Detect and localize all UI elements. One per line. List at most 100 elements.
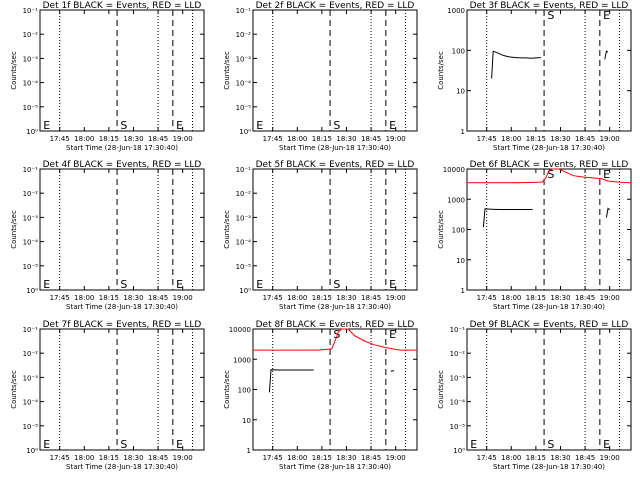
- y-tick-label: 10⁻⁴: [236, 239, 252, 247]
- y-tick-label: 1: [461, 128, 465, 136]
- x-tick-label: 18:45: [361, 294, 381, 302]
- x-tick-label: 18:00: [501, 294, 521, 302]
- y-axis-label: Counts/sec: [223, 370, 231, 409]
- x-axis-label: Start Time (28-Jun-18 17:30:40): [66, 303, 178, 311]
- x-tick-label: 19:00: [600, 135, 620, 143]
- y-tick-label: 10⁻⁴: [450, 399, 466, 407]
- event-marker-s: S: [120, 119, 127, 132]
- x-tick-label: 17:45: [263, 294, 283, 302]
- x-tick-label: 18:00: [501, 135, 521, 143]
- y-tick-label: 10⁻³: [23, 374, 39, 382]
- x-tick-label: 17:45: [477, 135, 497, 143]
- x-tick-label: 18:15: [99, 135, 119, 143]
- plot-frame: [252, 168, 418, 291]
- panel-title: Det 2f BLACK = Events, RED = LLD: [256, 1, 415, 11]
- y-tick-label: 1: [461, 287, 465, 295]
- x-tick-label: 17:45: [50, 135, 70, 143]
- x-tick-label: 18:30: [336, 454, 356, 462]
- x-tick-label: 18:15: [99, 294, 119, 302]
- y-tick-label: 1000: [447, 196, 465, 204]
- x-tick-label: 18:00: [287, 294, 307, 302]
- y-tick-label: 10⁻⁵: [236, 263, 252, 271]
- x-tick-label: 18:15: [526, 454, 546, 462]
- y-tick-label: 10⁻²: [23, 350, 39, 358]
- y-tick-label: 10⁰: [239, 128, 251, 136]
- series-line-2: [604, 50, 609, 60]
- event-marker-e: E: [603, 9, 610, 22]
- y-axis-label: Counts/sec: [437, 370, 445, 409]
- panel-det-7: Det 7f BLACK = Events, RED = LLD Counts/s…: [10, 320, 205, 471]
- x-tick-label: 17:45: [263, 454, 283, 462]
- panel-det-6: Det 6f BLACK = Events, RED = LLD Counts/s…: [437, 160, 632, 311]
- x-tick-label: 19:00: [173, 135, 193, 143]
- panel-det-8: Det 8f BLACK = Events, RED = LLD Counts/s…: [223, 320, 418, 471]
- x-tick-label: 18:15: [99, 454, 119, 462]
- y-tick-label: 10⁻⁵: [23, 104, 39, 112]
- y-tick-label: 10⁻¹: [450, 326, 466, 334]
- y-tick-label: 10⁻¹: [236, 166, 252, 174]
- y-tick-label: 1000: [233, 356, 251, 364]
- y-tick-label: 1000: [447, 7, 465, 15]
- x-axis-label: Start Time (28-Jun-18 17:30:40): [66, 463, 178, 471]
- series-line-1: [491, 50, 541, 79]
- series-line-1: [253, 328, 417, 351]
- event-marker-s: S: [547, 168, 554, 181]
- event-marker-e: E: [176, 438, 183, 451]
- y-tick-label: 1: [247, 447, 251, 455]
- x-axis-label: Start Time (28-Jun-18 17:30:40): [279, 463, 391, 471]
- x-axis-label: Start Time (28-Jun-18 17:30:40): [66, 144, 178, 152]
- series-line-2: [482, 208, 533, 228]
- x-tick-label: 18:30: [550, 294, 570, 302]
- x-tick-label: 19:00: [600, 294, 620, 302]
- y-tick-label: 10⁰: [26, 287, 38, 295]
- x-tick-label: 17:45: [477, 454, 497, 462]
- event-marker-e: E: [43, 278, 50, 291]
- x-tick-label: 17:45: [477, 294, 497, 302]
- panel-det-9: Det 9f BLACK = Events, RED = LLD Counts/s…: [437, 320, 632, 471]
- y-tick-label: 10⁻¹: [236, 7, 252, 15]
- event-marker-e: E: [603, 438, 610, 451]
- event-marker-e: E: [389, 119, 396, 132]
- event-marker-e: E: [256, 119, 263, 132]
- event-marker-e: E: [389, 328, 396, 341]
- y-tick-label: 10⁻¹: [23, 326, 39, 334]
- panel-title: Det 1f BLACK = Events, RED = LLD: [43, 1, 202, 11]
- plot-frame: [466, 168, 632, 291]
- x-tick-label: 18:15: [526, 135, 546, 143]
- event-marker-e: E: [256, 278, 263, 291]
- y-tick-label: 10000: [443, 166, 465, 174]
- y-tick-label: 10⁰: [26, 128, 38, 136]
- y-tick-label: 100: [452, 47, 465, 55]
- event-marker-s: S: [120, 278, 127, 291]
- x-tick-label: 18:00: [74, 135, 94, 143]
- series-line-1: [467, 168, 632, 184]
- x-tick-label: 17:45: [50, 294, 70, 302]
- y-axis-label: Counts/sec: [223, 51, 231, 90]
- x-axis-label: Start Time (28-Jun-18 17:30:40): [493, 303, 605, 311]
- x-tick-label: 18:30: [123, 454, 143, 462]
- x-tick-label: 19:00: [173, 294, 193, 302]
- x-tick-label: 18:00: [74, 294, 94, 302]
- x-tick-label: 19:00: [386, 294, 406, 302]
- series-line-3: [605, 207, 611, 218]
- x-tick-label: 18:30: [550, 454, 570, 462]
- panel-title: Det 9f BLACK = Events, RED = LLD: [470, 320, 629, 330]
- event-marker-s: S: [547, 438, 554, 451]
- x-tick-label: 19:00: [386, 135, 406, 143]
- x-tick-label: 18:30: [123, 135, 143, 143]
- y-tick-label: 10⁰: [26, 447, 38, 455]
- y-tick-label: 10: [456, 88, 465, 96]
- y-tick-label: 10⁻³: [236, 214, 252, 222]
- y-tick-label: 10⁻²: [23, 31, 39, 39]
- y-tick-label: 10⁻³: [450, 374, 466, 382]
- panel-det-4: Det 4f BLACK = Events, RED = LLD Counts/s…: [10, 160, 205, 311]
- plot-frame: [39, 328, 205, 451]
- y-tick-label: 10: [242, 417, 251, 425]
- x-tick-label: 17:45: [263, 135, 283, 143]
- event-marker-s: S: [333, 119, 340, 132]
- x-tick-label: 18:45: [575, 454, 595, 462]
- y-tick-label: 10⁰: [453, 447, 465, 455]
- panel-title: Det 6f BLACK = Events, RED = LLD: [470, 160, 629, 170]
- event-marker-e: E: [43, 438, 50, 451]
- y-tick-label: 10⁻²: [236, 190, 252, 198]
